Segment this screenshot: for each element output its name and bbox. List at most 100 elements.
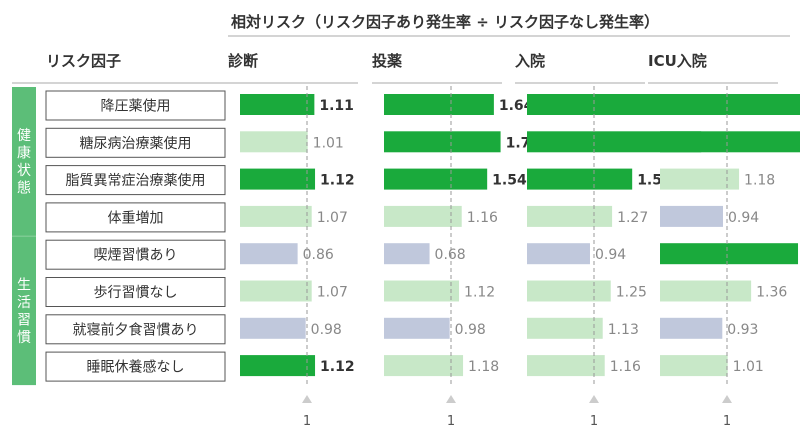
bar [660, 317, 723, 339]
bar-value-label: 1.18 [468, 359, 499, 375]
factor-row: 就寝前夕食習慣あり [45, 314, 226, 345]
factor-row: 歩行習慣なし [45, 277, 226, 307]
bar [527, 243, 590, 265]
bar-value-label: 1.12 [320, 173, 355, 189]
factor-row: 脂質異常症治療薬使用 [45, 165, 226, 196]
bar-value-label: 1.16 [467, 210, 498, 226]
panel-header: 診断 [228, 52, 258, 70]
bar-value-label: 0.98 [311, 322, 342, 338]
x-tick-label: 1 [723, 414, 731, 429]
bar [384, 317, 450, 339]
factor-label: 喫煙習慣あり [94, 247, 178, 264]
reference-marker-icon [302, 395, 312, 403]
bar-value-label: 1.07 [317, 210, 348, 226]
bar [240, 355, 316, 377]
factor-row: 降圧薬使用 [45, 90, 226, 121]
bar [527, 205, 613, 227]
bar [384, 205, 462, 227]
factor-box [45, 314, 226, 345]
bar-value-label: 0.98 [455, 322, 486, 338]
factor-box [45, 165, 226, 196]
bar [660, 243, 799, 265]
panel-4: ICU入院3.364.111.180.942.061.360.931.011 [648, 52, 800, 429]
bar-value-label: 1.01 [733, 359, 764, 375]
factor-row: 糖尿病治療薬使用 [45, 127, 226, 158]
bar [527, 355, 605, 377]
reference-marker-icon [446, 395, 456, 403]
bar [660, 131, 800, 153]
group-panel: 健康状態 [12, 87, 36, 236]
group-panel-bg [12, 236, 36, 386]
bar [527, 168, 633, 190]
bar-value-label: 1.07 [317, 285, 348, 301]
bar-value-label: 1.18 [744, 173, 775, 189]
bar [660, 280, 752, 302]
bar-value-label: 1.12 [464, 285, 495, 301]
factor-box [45, 351, 226, 382]
factor-label: 睡眠休養感なし [87, 359, 185, 376]
panel-header: 入院 [515, 52, 545, 70]
factor-column-header: リスク因子 [46, 52, 121, 70]
bar [527, 280, 611, 302]
bar [240, 317, 306, 339]
group-label: 生活習慣 [17, 277, 31, 346]
bar [527, 317, 603, 339]
bar-value-label: 1.27 [617, 210, 648, 226]
bar-value-label: 1.54 [492, 173, 527, 189]
bar [660, 168, 740, 190]
bar-value-label: 1.25 [616, 285, 647, 301]
group-panel-bg [12, 87, 36, 236]
reference-marker-icon [589, 395, 599, 403]
bar-value-label: 0.94 [595, 247, 626, 263]
group-panel: 生活習慣 [12, 236, 36, 386]
panel-header: 投薬 [372, 52, 402, 70]
factor-box [45, 202, 226, 233]
bar-value-label: 1.01 [313, 135, 344, 151]
bar [240, 168, 316, 190]
bar [240, 205, 312, 227]
factor-label: 就寝前夕食習慣あり [73, 321, 199, 338]
factor-label: 体重増加 [108, 210, 164, 226]
factor-box [45, 277, 226, 307]
factor-box [45, 90, 226, 121]
x-tick-label: 1 [447, 414, 455, 429]
bar [240, 280, 312, 302]
factor-row: 睡眠休養感なし [45, 351, 226, 382]
bar [384, 168, 488, 190]
panel-header: ICU入院 [648, 52, 707, 70]
bar-value-label: 1.64 [499, 98, 534, 114]
bar-value-label: 1.16 [610, 359, 641, 375]
bar-value-label: 1.11 [319, 98, 354, 114]
bar-value-label: 1.36 [756, 285, 787, 301]
chart-title: 相対リスク（リスク因子あり発生率 ÷ リスク因子なし発生率） [231, 13, 659, 31]
bar [384, 280, 460, 302]
bar [527, 131, 702, 153]
panels-layer: 診断 1.11 1.01 1.12 1.07 0.86 1.07 0.98 1.12 1 投薬 1.6… [228, 52, 800, 429]
bar [660, 355, 728, 377]
bar [527, 94, 688, 115]
bar-value-label: 1.12 [320, 359, 355, 375]
reference-marker-icon [722, 395, 732, 403]
bar [660, 94, 800, 115]
factor-row: 喫煙習慣あり [45, 239, 226, 270]
factor-box [45, 239, 226, 270]
factor-row: 体重増加 [45, 202, 226, 233]
bar [240, 131, 308, 153]
bar-value-label: 0.93 [727, 322, 758, 338]
group-label: 健康状態 [17, 128, 31, 197]
x-tick-label: 1 [590, 414, 598, 429]
bar [384, 131, 501, 153]
factor-label: 糖尿病治療薬使用 [80, 135, 192, 152]
factors-layer: 降圧薬使用糖尿病治療薬使用脂質異常症治療薬使用体重増加喫煙習慣あり歩行習慣なし就… [45, 90, 226, 382]
bar [240, 94, 315, 115]
bar [240, 243, 298, 265]
bar [384, 355, 464, 377]
factor-label: 脂質異常症治療薬使用 [66, 172, 206, 189]
factor-label: 歩行習慣なし [94, 284, 178, 301]
factor-box [45, 127, 226, 158]
bar [660, 205, 723, 227]
panel-2: 投薬1.641.741.541.160.681.120.981.181 [372, 52, 540, 429]
bar-value-label: 0.86 [303, 247, 334, 263]
